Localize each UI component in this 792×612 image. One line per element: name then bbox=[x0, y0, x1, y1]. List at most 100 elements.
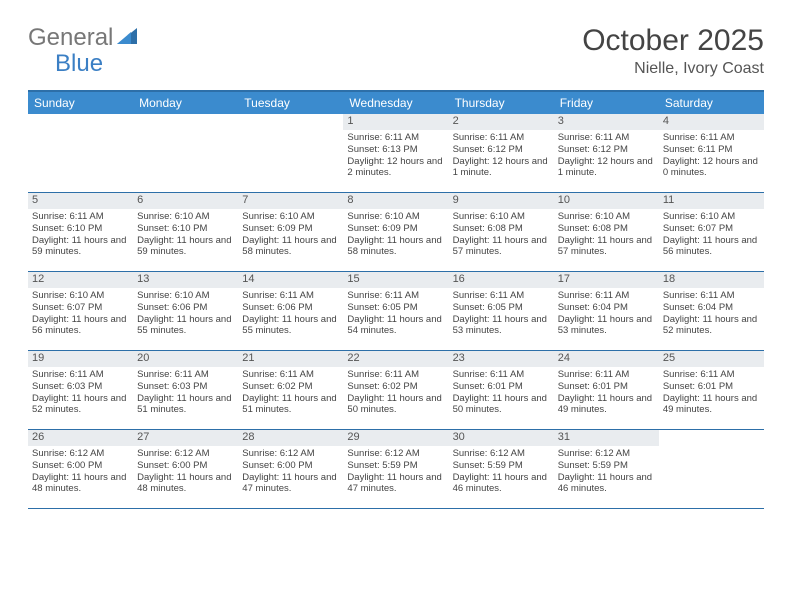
calendar-day: 6Sunrise: 6:10 AMSunset: 6:10 PMDaylight… bbox=[133, 193, 238, 271]
day-info-line: Sunset: 6:01 PM bbox=[663, 381, 760, 393]
day-info-line: Sunrise: 6:11 AM bbox=[453, 369, 550, 381]
day-info-line: Sunset: 6:08 PM bbox=[453, 223, 550, 235]
day-number: 16 bbox=[449, 272, 554, 288]
day-info-line: Sunrise: 6:11 AM bbox=[32, 211, 129, 223]
day-info-line: Daylight: 11 hours and 51 minutes. bbox=[242, 393, 339, 417]
day-info-line: Sunrise: 6:10 AM bbox=[32, 290, 129, 302]
day-info-line: Daylight: 11 hours and 53 minutes. bbox=[453, 314, 550, 338]
day-info-line: Sunset: 6:02 PM bbox=[242, 381, 339, 393]
day-info-line: Daylight: 12 hours and 2 minutes. bbox=[347, 156, 444, 180]
calendar-day: 2Sunrise: 6:11 AMSunset: 6:12 PMDaylight… bbox=[449, 114, 554, 192]
day-info-line: Daylight: 11 hours and 53 minutes. bbox=[558, 314, 655, 338]
day-number: 1 bbox=[343, 114, 448, 130]
calendar-week: 5Sunrise: 6:11 AMSunset: 6:10 PMDaylight… bbox=[28, 193, 764, 272]
day-info-line: Sunset: 5:59 PM bbox=[558, 460, 655, 472]
calendar-day: 20Sunrise: 6:11 AMSunset: 6:03 PMDayligh… bbox=[133, 351, 238, 429]
day-info-line: Sunrise: 6:11 AM bbox=[453, 290, 550, 302]
day-info-line: Daylight: 12 hours and 1 minute. bbox=[453, 156, 550, 180]
day-number: 3 bbox=[554, 114, 659, 130]
day-info-line: Sunrise: 6:11 AM bbox=[347, 290, 444, 302]
day-number: 30 bbox=[449, 430, 554, 446]
calendar-day: 24Sunrise: 6:11 AMSunset: 6:01 PMDayligh… bbox=[554, 351, 659, 429]
title-block: October 2025 Nielle, Ivory Coast bbox=[582, 24, 764, 78]
day-info-line: Sunset: 6:10 PM bbox=[32, 223, 129, 235]
logo-sail-icon bbox=[115, 26, 139, 46]
calendar-day: 9 Sunrise: 6:10 AMSunset: 6:08 PMDaylight… bbox=[449, 193, 554, 271]
calendar-day: 23Sunrise: 6:11 AMSunset: 6:01 PMDayligh… bbox=[449, 351, 554, 429]
day-info-line: Sunset: 5:59 PM bbox=[347, 460, 444, 472]
day-info-line: Sunset: 6:12 PM bbox=[558, 144, 655, 156]
day-info-line: Sunrise: 6:12 AM bbox=[453, 448, 550, 460]
calendar-week: ...1Sunrise: 6:11 AMSunset: 6:13 PMDayli… bbox=[28, 114, 764, 193]
calendar-day: 30Sunrise: 6:12 AMSunset: 5:59 PMDayligh… bbox=[449, 430, 554, 508]
day-number: 27 bbox=[133, 430, 238, 446]
day-number: 10 bbox=[554, 193, 659, 209]
day-info-line: Sunset: 6:04 PM bbox=[663, 302, 760, 314]
day-number: 4 bbox=[659, 114, 764, 130]
day-info-line: Sunrise: 6:11 AM bbox=[663, 132, 760, 144]
day-info-line: Daylight: 12 hours and 1 minute. bbox=[558, 156, 655, 180]
day-info-line: Sunrise: 6:10 AM bbox=[137, 211, 234, 223]
day-info-line: Daylight: 11 hours and 50 minutes. bbox=[347, 393, 444, 417]
calendar-day: 14Sunrise: 6:11 AMSunset: 6:06 PMDayligh… bbox=[238, 272, 343, 350]
day-info-line: Sunset: 6:03 PM bbox=[137, 381, 234, 393]
day-number: 23 bbox=[449, 351, 554, 367]
day-header: Sunday bbox=[28, 92, 133, 114]
day-number: 25 bbox=[659, 351, 764, 367]
day-number: 24 bbox=[554, 351, 659, 367]
day-info-line: Daylight: 11 hours and 46 minutes. bbox=[558, 472, 655, 496]
day-info-line: Sunset: 6:06 PM bbox=[137, 302, 234, 314]
day-info-line: Sunrise: 6:12 AM bbox=[558, 448, 655, 460]
day-info-line: Sunrise: 6:12 AM bbox=[242, 448, 339, 460]
day-info-line: Sunset: 6:03 PM bbox=[32, 381, 129, 393]
day-number: 17 bbox=[554, 272, 659, 288]
day-number: 9 bbox=[449, 193, 554, 209]
day-number: 8 bbox=[343, 193, 448, 209]
day-info-line: Sunrise: 6:11 AM bbox=[558, 132, 655, 144]
day-number: 7 bbox=[238, 193, 343, 209]
calendar-day: 28Sunrise: 6:12 AMSunset: 6:00 PMDayligh… bbox=[238, 430, 343, 508]
calendar-day: . bbox=[659, 430, 764, 508]
day-info-line: Daylight: 11 hours and 48 minutes. bbox=[137, 472, 234, 496]
calendar-day: 25Sunrise: 6:11 AMSunset: 6:01 PMDayligh… bbox=[659, 351, 764, 429]
calendar-day: 16Sunrise: 6:11 AMSunset: 6:05 PMDayligh… bbox=[449, 272, 554, 350]
day-info-line: Sunset: 6:04 PM bbox=[558, 302, 655, 314]
day-number: 15 bbox=[343, 272, 448, 288]
day-info-line: Sunrise: 6:11 AM bbox=[453, 132, 550, 144]
day-info-line: Sunset: 6:05 PM bbox=[347, 302, 444, 314]
day-info-line: Sunrise: 6:11 AM bbox=[558, 290, 655, 302]
day-info-line: Sunset: 5:59 PM bbox=[453, 460, 550, 472]
day-info-line: Daylight: 12 hours and 0 minutes. bbox=[663, 156, 760, 180]
day-info-line: Sunrise: 6:11 AM bbox=[663, 290, 760, 302]
day-info-line: Daylight: 11 hours and 56 minutes. bbox=[32, 314, 129, 338]
day-info-line: Sunrise: 6:10 AM bbox=[453, 211, 550, 223]
day-info-line: Sunset: 6:01 PM bbox=[558, 381, 655, 393]
calendar: Sunday Monday Tuesday Wednesday Thursday… bbox=[28, 90, 764, 509]
day-info-line: Sunrise: 6:11 AM bbox=[347, 132, 444, 144]
day-info-line: Daylight: 11 hours and 52 minutes. bbox=[32, 393, 129, 417]
day-info-line: Sunrise: 6:11 AM bbox=[242, 369, 339, 381]
day-info-line: Sunrise: 6:11 AM bbox=[137, 369, 234, 381]
day-info-line: Sunset: 6:00 PM bbox=[137, 460, 234, 472]
day-info-line: Daylight: 11 hours and 57 minutes. bbox=[453, 235, 550, 259]
calendar-day: 5Sunrise: 6:11 AMSunset: 6:10 PMDaylight… bbox=[28, 193, 133, 271]
day-info-line: Daylight: 11 hours and 55 minutes. bbox=[242, 314, 339, 338]
day-header: Thursday bbox=[449, 92, 554, 114]
day-info-line: Daylight: 11 hours and 47 minutes. bbox=[347, 472, 444, 496]
day-info-line: Sunset: 6:11 PM bbox=[663, 144, 760, 156]
day-number: 28 bbox=[238, 430, 343, 446]
calendar-day: 3 Sunrise: 6:11 AMSunset: 6:12 PMDaylight… bbox=[554, 114, 659, 192]
calendar-week: 26Sunrise: 6:12 AMSunset: 6:00 PMDayligh… bbox=[28, 430, 764, 509]
calendar-week: 19Sunrise: 6:11 AMSunset: 6:03 PMDayligh… bbox=[28, 351, 764, 430]
day-info-line: Daylight: 11 hours and 50 minutes. bbox=[453, 393, 550, 417]
calendar-day: 31 Sunrise: 6:12 AMSunset: 5:59 PMDayligh… bbox=[554, 430, 659, 508]
day-info-line: Sunrise: 6:11 AM bbox=[32, 369, 129, 381]
day-number: 31 bbox=[554, 430, 659, 446]
calendar-week: 12Sunrise: 6:10 AMSunset: 6:07 PMDayligh… bbox=[28, 272, 764, 351]
day-info-line: Sunrise: 6:11 AM bbox=[347, 369, 444, 381]
calendar-day: 8Sunrise: 6:10 AMSunset: 6:09 PMDaylight… bbox=[343, 193, 448, 271]
day-info-line: Sunrise: 6:12 AM bbox=[137, 448, 234, 460]
day-info-line: Sunset: 6:09 PM bbox=[347, 223, 444, 235]
day-number: 14 bbox=[238, 272, 343, 288]
day-info-line: Daylight: 11 hours and 52 minutes. bbox=[663, 314, 760, 338]
